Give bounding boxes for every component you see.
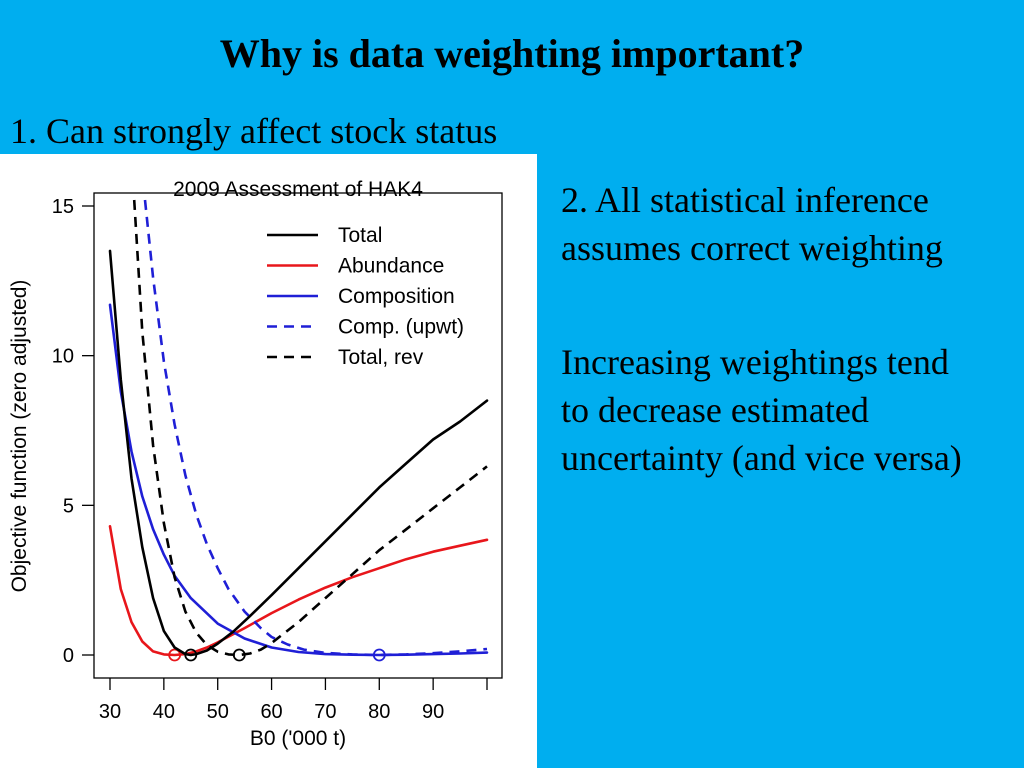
x-axis: 30 40 50 60 70 80 90 bbox=[99, 678, 488, 723]
x-tick-label: 30 bbox=[99, 701, 121, 723]
y-tick-label: 15 bbox=[52, 196, 74, 218]
minimum-marker-total-rev bbox=[232, 648, 246, 662]
series-line-total bbox=[108, 249, 489, 657]
x-axis-label: B0 ('000 t) bbox=[250, 727, 346, 750]
x-tick-label: 60 bbox=[260, 701, 282, 723]
minimum-marker-total bbox=[184, 648, 198, 662]
y-tick-label: 0 bbox=[63, 645, 74, 667]
chart-panel: 2009 Assessment of HAK4 0 5 10 15 30 40 50 60 7… bbox=[0, 154, 537, 768]
legend-label: Total bbox=[338, 224, 382, 247]
y-tick-label: 5 bbox=[63, 495, 74, 517]
legend-label: Total, rev bbox=[338, 346, 424, 369]
minimum-marker-abundance bbox=[168, 648, 182, 662]
y-axis: 0 5 10 15 bbox=[52, 196, 94, 667]
legend: Total Abundance Composition Comp. (upwt) Tot… bbox=[267, 224, 464, 369]
x-tick-label: 70 bbox=[314, 701, 336, 723]
x-tick-label: 80 bbox=[368, 701, 390, 723]
bullet-point-3: Increasing weightings tend to decrease e… bbox=[561, 342, 962, 478]
legend-label: Comp. (upwt) bbox=[338, 316, 464, 339]
series-layer bbox=[108, 199, 489, 662]
bullet-point-1: 1. Can strongly affect stock status bbox=[10, 111, 498, 151]
y-axis-label: Objective function (zero adjusted) bbox=[8, 280, 31, 593]
line-chart: 2009 Assessment of HAK4 0 5 10 15 30 40 50 60 7… bbox=[8, 178, 503, 750]
series-line-composition bbox=[108, 303, 489, 657]
slide-title: Why is data weighting important? bbox=[219, 31, 805, 76]
series-line-comp-upwt bbox=[143, 199, 488, 657]
x-tick-label: 50 bbox=[207, 701, 229, 723]
legend-label: Composition bbox=[338, 285, 455, 308]
legend-label: Abundance bbox=[338, 255, 444, 278]
chart-title: 2009 Assessment of HAK4 bbox=[173, 178, 423, 201]
x-tick-label: 40 bbox=[153, 701, 175, 723]
x-tick-label: 90 bbox=[422, 701, 444, 723]
bullet-point-2: 2. All statistical inference assumes cor… bbox=[561, 180, 943, 268]
plot-frame bbox=[93, 192, 503, 679]
y-tick-label: 10 bbox=[52, 346, 74, 368]
